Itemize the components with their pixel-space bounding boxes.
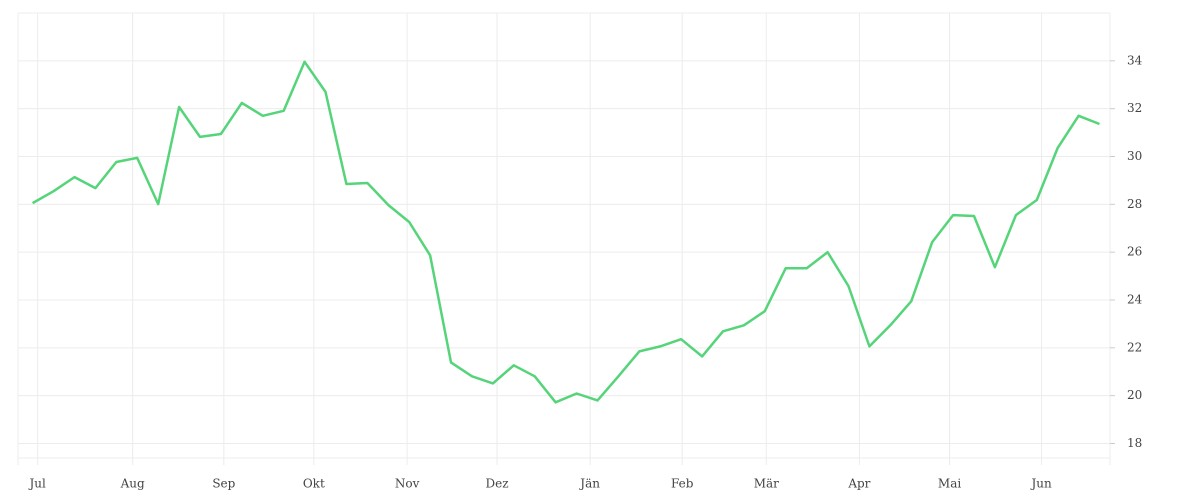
x-tick-label: Mär	[754, 477, 779, 491]
y-tick-label: 26	[1127, 245, 1142, 259]
x-tick-label: Jul	[27, 477, 46, 491]
x-tick-label: Jän	[578, 477, 600, 491]
x-tick-label: Nov	[395, 477, 420, 491]
y-tick-label: 18	[1127, 436, 1142, 450]
y-tick-label: 32	[1127, 101, 1142, 115]
y-tick-label: 20	[1127, 388, 1142, 402]
x-tick-label: Jun	[1029, 477, 1052, 491]
x-tick-label: Mai	[938, 477, 961, 491]
x-tick-label: Apr	[847, 477, 870, 491]
x-tick-label: Feb	[671, 477, 694, 491]
y-tick-label: 30	[1127, 149, 1142, 163]
x-tick-label: Dez	[486, 477, 509, 491]
data-line	[31, 60, 1100, 404]
x-tick-label: Aug	[120, 477, 145, 491]
y-tick-label: 24	[1127, 292, 1143, 306]
y-tick-label: 28	[1127, 197, 1142, 211]
y-tick-label: 34	[1127, 53, 1143, 67]
y-tick-label: 22	[1127, 340, 1142, 354]
x-tick-label: Okt	[303, 477, 325, 491]
x-tick-label: Sep	[212, 477, 235, 491]
